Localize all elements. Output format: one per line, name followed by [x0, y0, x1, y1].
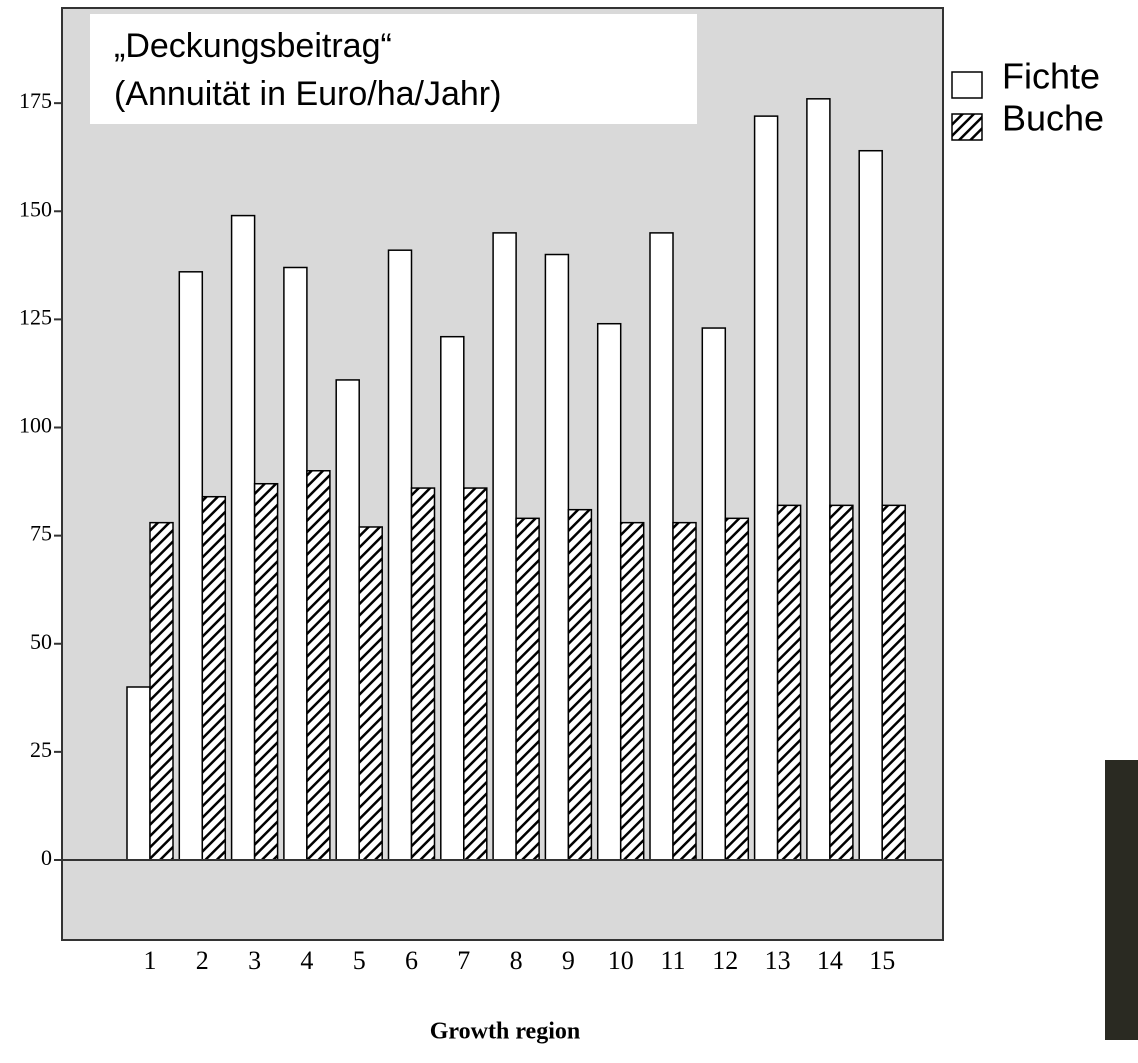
- x-tick-label: 1: [144, 946, 157, 975]
- bar: [307, 471, 330, 860]
- legend-swatch: [952, 114, 982, 140]
- bar: [650, 233, 673, 860]
- bar: [179, 272, 202, 860]
- page: „Deckungsbeitrag“ (Annuität in Euro/ha/J…: [0, 0, 1138, 1063]
- bar: [255, 484, 278, 860]
- legend-swatch: [952, 72, 982, 98]
- bar: [336, 380, 359, 860]
- bar: [464, 488, 487, 860]
- x-tick-label: 4: [300, 946, 313, 975]
- bar: [830, 505, 853, 860]
- bar: [545, 255, 568, 860]
- chart: „Deckungsbeitrag“ (Annuität in Euro/ha/J…: [0, 0, 1138, 1063]
- x-tick-label: 12: [712, 946, 738, 975]
- bar: [621, 523, 644, 860]
- legend-label: Fichte: [1002, 56, 1100, 97]
- bar: [441, 337, 464, 860]
- bar: [284, 267, 307, 860]
- x-tick-label: 6: [405, 946, 418, 975]
- bar: [202, 497, 225, 860]
- bar: [725, 518, 748, 860]
- bar: [778, 505, 801, 860]
- bar: [755, 116, 778, 860]
- bar: [359, 527, 382, 860]
- y-tick-label: 25: [30, 737, 52, 762]
- y-tick-label: 125: [19, 304, 52, 329]
- x-tick-label: 10: [608, 946, 634, 975]
- x-tick-label: 8: [510, 946, 523, 975]
- bar: [150, 523, 173, 860]
- x-tick-label: 7: [457, 946, 470, 975]
- x-tick-label: 3: [248, 946, 261, 975]
- bar: [702, 328, 725, 860]
- bar: [493, 233, 516, 860]
- x-tick-label: 11: [660, 946, 685, 975]
- y-tick-label: 175: [19, 88, 52, 113]
- photo-fragment: [1105, 760, 1138, 1040]
- bar: [882, 505, 905, 860]
- bar: [807, 99, 830, 860]
- bar: [859, 151, 882, 860]
- x-tick-label: 2: [196, 946, 209, 975]
- chart-title: „Deckungsbeitrag“: [114, 27, 392, 65]
- x-axis-label: Growth region: [430, 1019, 580, 1045]
- bar: [673, 523, 696, 860]
- x-tick-label: 13: [765, 946, 791, 975]
- bar: [389, 250, 412, 860]
- y-tick-label: 0: [41, 845, 52, 870]
- x-tick-label: 9: [562, 946, 575, 975]
- x-tick-label: 15: [869, 946, 895, 975]
- y-tick-label: 50: [30, 629, 52, 654]
- y-tick-label: 150: [19, 196, 52, 221]
- bar: [598, 324, 621, 860]
- x-tick-label: 14: [817, 946, 843, 975]
- x-tick-label: 5: [353, 946, 366, 975]
- bar: [127, 687, 150, 860]
- y-tick-label: 100: [19, 413, 52, 438]
- chart-subtitle: (Annuität in Euro/ha/Jahr): [114, 75, 501, 113]
- y-tick-label: 75: [30, 521, 52, 546]
- bar: [568, 510, 591, 860]
- legend-label: Buche: [1002, 98, 1104, 139]
- bar: [232, 216, 255, 860]
- bar: [516, 518, 539, 860]
- bar: [412, 488, 435, 860]
